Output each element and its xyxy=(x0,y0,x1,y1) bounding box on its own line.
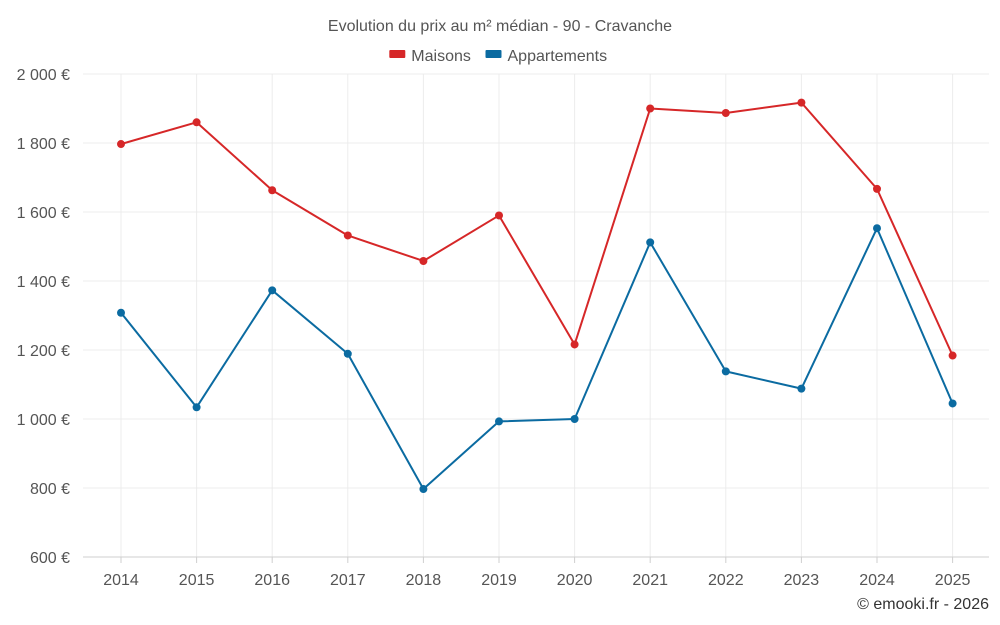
data-point-maisons[interactable] xyxy=(495,211,503,220)
x-tick-label: 2022 xyxy=(708,572,744,589)
legend-label: Appartements xyxy=(508,48,608,65)
data-point-maisons[interactable] xyxy=(948,351,957,360)
data-point-appartements[interactable] xyxy=(721,367,730,376)
x-tick-label: 2017 xyxy=(330,572,366,589)
x-tick-label: 2021 xyxy=(632,572,668,589)
data-point-maisons[interactable] xyxy=(117,140,125,149)
legend-item-appartements[interactable]: Appartements xyxy=(485,48,608,65)
data-point-appartements[interactable] xyxy=(192,403,201,412)
data-point-maisons[interactable] xyxy=(419,256,428,265)
y-tick-label: 1 600 € xyxy=(17,205,70,222)
legend-swatch xyxy=(485,50,502,58)
y-axis: 600 € 800 € 1 000 € 1 200 € 1 400 € 1 600 € 1 … xyxy=(17,67,70,567)
x-axis: 2014 2015 2016 2017 2018 2019 2020 2021 2022 2023… xyxy=(83,556,989,589)
legend-label: Maisons xyxy=(411,48,471,65)
series-line-maisons xyxy=(120,101,954,356)
y-tick-label: 2 000 € xyxy=(17,67,70,84)
x-tick-label: 2023 xyxy=(784,572,820,589)
x-tick-label: 2014 xyxy=(103,572,139,589)
y-tick-label: 1 000 € xyxy=(17,412,70,429)
legend-swatch xyxy=(389,50,406,58)
x-tick-label: 2024 xyxy=(859,572,895,589)
data-point-appartements[interactable] xyxy=(797,384,806,393)
data-point-appartements[interactable] xyxy=(570,415,579,423)
data-point-appartements[interactable] xyxy=(873,224,881,233)
series-maisons xyxy=(117,98,957,360)
data-point-maisons[interactable] xyxy=(343,231,352,240)
data-point-maisons[interactable] xyxy=(570,340,579,349)
data-point-appartements[interactable] xyxy=(117,308,125,317)
credit-text: © emooki.fr - 2026 xyxy=(857,596,989,613)
x-tick-label: 2016 xyxy=(254,572,290,589)
data-point-appartements[interactable] xyxy=(646,238,655,247)
legend-item-maisons[interactable]: Maisons xyxy=(389,48,471,65)
y-tick-label: 1 400 € xyxy=(17,274,70,291)
y-tick-label: 600 € xyxy=(30,550,70,567)
y-tick-label: 1 800 € xyxy=(17,136,70,153)
data-point-appartements[interactable] xyxy=(948,399,957,408)
chart-legend: Maisons Appartements xyxy=(389,48,607,65)
data-point-maisons[interactable] xyxy=(873,184,881,193)
x-tick-label: 2015 xyxy=(179,572,215,589)
data-point-appartements[interactable] xyxy=(419,485,428,494)
x-tick-label: 2018 xyxy=(406,572,442,589)
x-tick-label: 2020 xyxy=(557,572,593,589)
x-tick-label: 2019 xyxy=(481,572,517,589)
y-tick-label: 800 € xyxy=(30,481,70,498)
data-point-maisons[interactable] xyxy=(797,98,806,107)
y-tick-label: 1 200 € xyxy=(17,343,70,360)
data-point-appartements[interactable] xyxy=(268,286,277,295)
series-appartements xyxy=(117,224,957,494)
x-tick-label: 2025 xyxy=(935,572,971,589)
data-point-maisons[interactable] xyxy=(646,104,655,113)
data-point-appartements[interactable] xyxy=(495,417,503,426)
data-point-appartements[interactable] xyxy=(343,349,352,358)
series-layer xyxy=(117,98,957,494)
series-line-appartements xyxy=(120,227,954,491)
chart-title: Evolution du prix au m² médian - 90 - Cr… xyxy=(328,18,672,35)
data-point-maisons[interactable] xyxy=(268,186,277,195)
data-point-maisons[interactable] xyxy=(192,118,201,127)
data-point-maisons[interactable] xyxy=(721,108,730,117)
grid-lines xyxy=(83,73,989,557)
